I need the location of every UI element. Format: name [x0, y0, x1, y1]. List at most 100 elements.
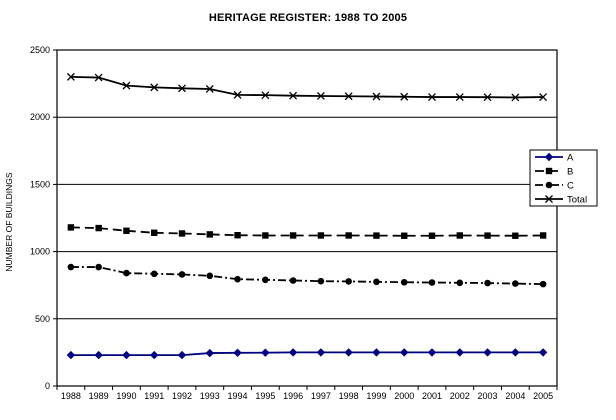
x-tick-label: 1988 — [61, 391, 81, 401]
circle-marker-icon — [400, 278, 408, 286]
plot-area: 0 500 1000 1500 2000 2500 1988 1989 1990 1991 1992… — [30, 45, 598, 401]
diamond-marker-icon — [316, 348, 326, 357]
legend-label: A — [567, 153, 574, 164]
circle-marker-icon — [206, 272, 214, 280]
legend-label: Total — [567, 195, 587, 206]
x-marker-icon — [316, 92, 325, 100]
circle-marker-icon — [289, 277, 297, 284]
diamond-marker-icon — [511, 348, 520, 357]
legend-label: B — [567, 167, 573, 178]
circle-marker-icon — [373, 278, 380, 286]
y-tick-label: 2000 — [30, 112, 50, 122]
y-axis-title: NUMBER OF BUILDINGS — [4, 172, 14, 272]
x-marker-icon — [483, 93, 492, 102]
circle-marker-icon — [512, 280, 519, 287]
diamond-marker-icon — [288, 348, 298, 357]
diamond-marker-icon — [372, 348, 381, 357]
x-marker-icon — [545, 195, 553, 203]
y-tick-label: 1000 — [30, 247, 50, 257]
diamond-marker-icon — [122, 350, 131, 360]
x-tick-label: 1991 — [144, 391, 164, 401]
x-tick-label: 2002 — [450, 391, 470, 401]
x-tick-label: 1989 — [89, 391, 109, 401]
diamond-marker-icon — [427, 348, 437, 357]
diamond-marker-icon — [455, 348, 464, 357]
y-tick-label: 2500 — [30, 45, 50, 55]
x-marker-icon — [261, 91, 270, 100]
x-tick-label: 2000 — [394, 391, 414, 401]
circle-marker-icon — [484, 279, 491, 287]
x-tick-label: 1997 — [311, 391, 331, 401]
x-tick-label: 1990 — [116, 391, 136, 401]
legend-label: C — [567, 181, 574, 192]
x-marker-icon — [455, 93, 464, 101]
diamond-marker-icon — [94, 350, 103, 360]
x-tick-label: 2003 — [478, 391, 498, 401]
square-marker-icon — [262, 232, 269, 239]
x-tick-label: 1993 — [200, 391, 220, 401]
circle-marker-icon — [123, 269, 130, 277]
x-marker-icon — [372, 92, 381, 101]
square-marker-icon — [373, 232, 380, 239]
x-marker-icon — [400, 92, 409, 101]
x-marker-icon — [344, 92, 353, 101]
x-marker-icon — [150, 83, 159, 92]
diamond-marker-icon — [538, 348, 548, 357]
x-tick-label: 2005 — [533, 391, 553, 401]
circle-marker-icon — [545, 181, 553, 189]
square-marker-icon — [289, 232, 297, 239]
x-marker-icon — [289, 91, 298, 100]
square-marker-icon — [123, 227, 130, 234]
plot-border — [56, 49, 558, 387]
circle-marker-icon — [345, 278, 352, 285]
square-marker-icon — [178, 230, 186, 237]
square-marker-icon — [456, 232, 463, 239]
square-marker-icon — [484, 232, 491, 239]
x-tick-label: 1994 — [228, 391, 248, 401]
series-total-line — [70, 75, 544, 99]
legend-box — [529, 149, 598, 207]
circle-marker-icon — [95, 263, 102, 271]
square-marker-icon — [512, 232, 519, 239]
diamond-marker-icon — [344, 348, 353, 357]
circle-marker-icon — [456, 279, 464, 287]
x-tick-label: 1999 — [366, 391, 386, 401]
x-tick-label: 1996 — [283, 391, 303, 401]
square-marker-icon — [428, 232, 436, 239]
diamond-marker-icon — [66, 350, 76, 360]
diamond-marker-icon — [483, 348, 492, 357]
series-a-line — [70, 351, 544, 356]
diamond-marker-icon — [150, 350, 159, 360]
diamond-marker-icon — [544, 152, 554, 162]
x-tick-label: 1995 — [255, 391, 275, 401]
diamond-marker-icon — [177, 350, 187, 360]
circle-marker-icon — [178, 271, 186, 278]
circle-marker-icon — [234, 275, 241, 283]
y-tick-label: 500 — [35, 314, 50, 324]
circle-marker-icon — [539, 280, 547, 288]
x-tick-label: 2004 — [505, 391, 525, 401]
x-marker-icon — [178, 84, 186, 93]
square-marker-icon — [151, 229, 158, 236]
x-marker-icon — [205, 85, 214, 93]
x-tick-label: 1992 — [172, 391, 192, 401]
y-tick-label: 1500 — [30, 179, 50, 189]
diamond-marker-icon — [261, 348, 270, 357]
circle-marker-icon — [150, 270, 158, 278]
x-tick-label: 2001 — [422, 391, 442, 401]
x-marker-icon — [511, 93, 520, 102]
circle-marker-icon — [317, 277, 325, 285]
y-tick-label: 0 — [45, 381, 50, 391]
chart-title: HERITAGE REGISTER: 1988 TO 2005 — [208, 12, 408, 24]
square-marker-icon — [67, 224, 75, 231]
square-marker-icon — [539, 232, 547, 239]
series-c-line — [70, 266, 544, 286]
x-marker-icon — [428, 93, 436, 101]
square-marker-icon — [317, 232, 325, 239]
square-marker-icon — [545, 167, 553, 175]
circle-marker-icon — [262, 276, 269, 284]
x-marker-icon — [94, 73, 103, 82]
diamond-marker-icon — [205, 348, 214, 358]
